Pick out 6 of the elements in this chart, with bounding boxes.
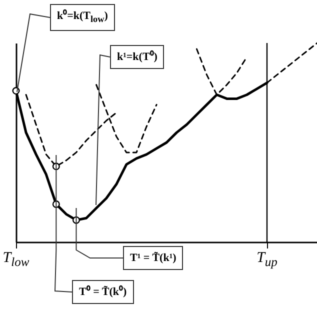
text: T⁰ = T̃(k⁰) <box>72 280 134 304</box>
text: k⁰=k(T$_{low}$) <box>50 4 115 32</box>
text: T¹ = T̃(k¹) <box>123 246 184 270</box>
annotation: k¹=k(T⁰) <box>110 45 164 69</box>
x-tick-label: T$_{low}$ <box>2 250 30 270</box>
x-tick-label: T$_{up}$ <box>256 250 278 270</box>
